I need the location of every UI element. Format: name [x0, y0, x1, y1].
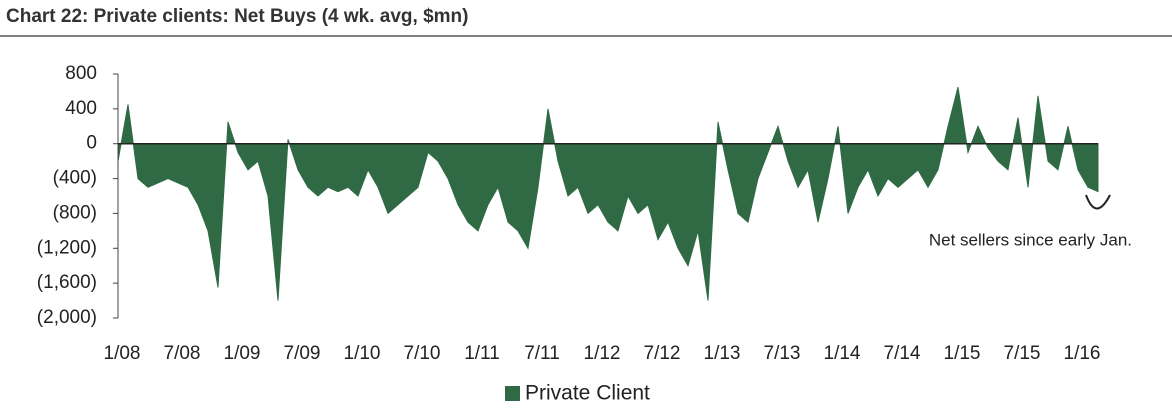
y-tick-label: (1,200)	[37, 237, 97, 258]
x-tick-label: 1/15	[944, 343, 981, 364]
x-tick-label: 1/09	[224, 343, 261, 364]
x-tick-label: 7/15	[1004, 343, 1041, 364]
x-tick-label: 1/10	[344, 343, 381, 364]
annotation-bracket	[1085, 194, 1111, 210]
annotation: Net sellers since early Jan.	[929, 230, 1132, 249]
y-tick-label: (2,000)	[37, 307, 97, 328]
x-tick-label: 7/13	[764, 343, 801, 364]
area	[117, 86, 1099, 301]
y-tick-label: (1,600)	[37, 272, 97, 293]
x-tick-label: 1/11	[464, 343, 500, 364]
x-tick-label: 7/08	[164, 343, 201, 364]
x-tick-label: 1/14	[824, 343, 861, 364]
y-tick-label: 0	[86, 133, 97, 154]
y-tick-label: 800	[65, 63, 97, 84]
legend-swatch	[505, 386, 520, 401]
x-tick-label: 7/12	[644, 343, 681, 364]
x-tick-label: 7/10	[404, 343, 441, 364]
x-tick-label: 1/16	[1064, 343, 1101, 364]
x-tick-label: 7/11	[524, 343, 560, 364]
chart-title: Chart 22: Private clients: Net Buys (4 w…	[6, 6, 469, 27]
y-tick-label: (400)	[53, 168, 97, 189]
legend-label: Private Client	[525, 382, 650, 405]
x-tick-label: 7/09	[284, 343, 321, 364]
x-tick-label: 1/13	[704, 343, 741, 364]
y-tick-label: 400	[65, 98, 97, 119]
y-tick-label: (800)	[53, 202, 97, 223]
x-tick-label: 1/12	[584, 343, 621, 364]
x-tick-label: 7/14	[884, 343, 921, 364]
x-tick-label: 1/08	[104, 343, 141, 364]
